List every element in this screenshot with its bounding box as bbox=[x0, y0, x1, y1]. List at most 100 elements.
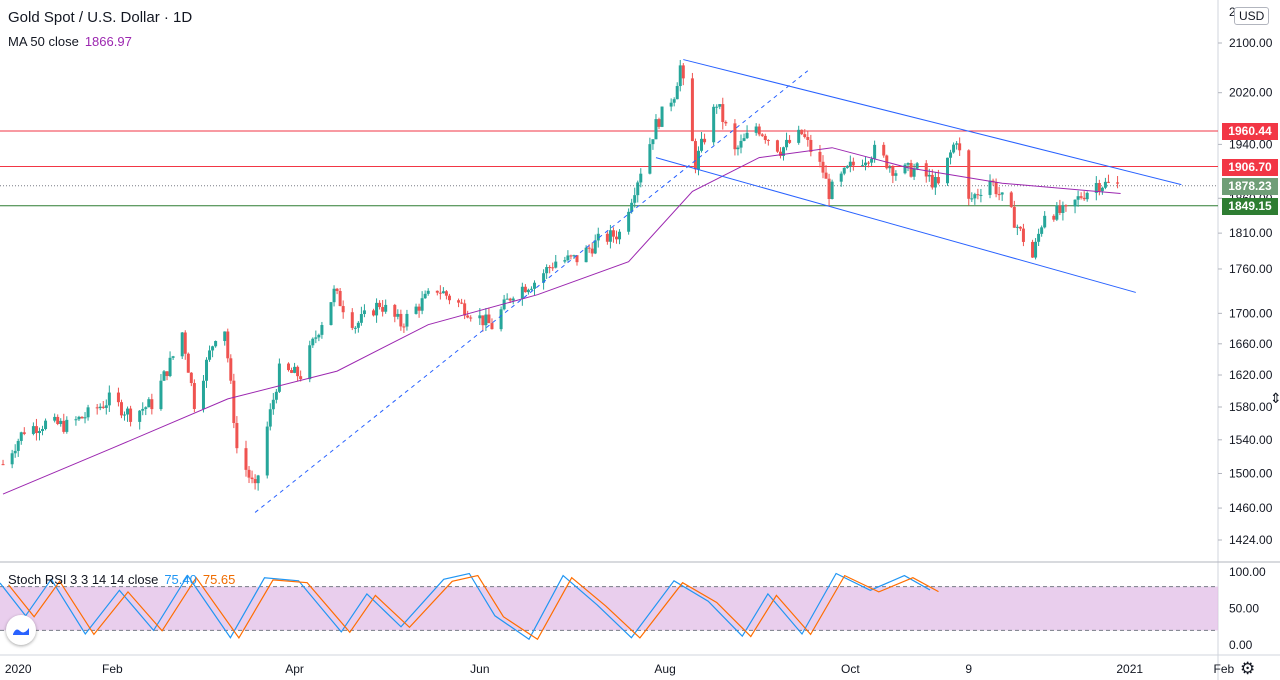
candle bbox=[232, 380, 236, 424]
candle bbox=[681, 65, 685, 79]
candle bbox=[441, 291, 445, 294]
candle bbox=[211, 346, 215, 351]
candle bbox=[287, 363, 291, 371]
candle bbox=[1100, 187, 1104, 192]
candle bbox=[293, 366, 297, 373]
candle bbox=[138, 410, 142, 422]
y-tick-label: 2020.00 bbox=[1229, 86, 1273, 100]
candle bbox=[678, 65, 682, 87]
candle bbox=[809, 139, 813, 152]
x-tick-label: Aug bbox=[654, 662, 675, 676]
candle bbox=[1040, 227, 1044, 234]
candle bbox=[754, 126, 758, 133]
candle bbox=[593, 240, 597, 254]
candle bbox=[274, 391, 278, 400]
candle bbox=[757, 126, 761, 135]
candle bbox=[967, 150, 971, 199]
y-tick-label: 1620.00 bbox=[1229, 368, 1273, 382]
candle bbox=[778, 151, 782, 156]
candle bbox=[873, 144, 877, 159]
candle bbox=[129, 408, 133, 422]
candle bbox=[532, 282, 536, 289]
candle bbox=[867, 162, 871, 164]
stoch-legend[interactable]: Stoch RSI 3 3 14 14 close 75.40 75.65 bbox=[8, 572, 235, 587]
candle bbox=[253, 479, 257, 484]
candle bbox=[147, 399, 151, 408]
candle bbox=[457, 300, 461, 303]
candle bbox=[56, 416, 60, 424]
currency-button[interactable]: USD bbox=[1234, 7, 1270, 25]
candle bbox=[41, 429, 45, 432]
candle bbox=[299, 376, 303, 380]
candle bbox=[700, 138, 704, 151]
candle bbox=[1061, 205, 1065, 213]
candle bbox=[180, 332, 184, 357]
candle bbox=[469, 317, 473, 319]
candle bbox=[1012, 206, 1016, 228]
candle bbox=[894, 173, 898, 176]
candle bbox=[988, 180, 992, 195]
gear-icon[interactable]: ⚙ bbox=[1240, 659, 1256, 678]
tradingview-logo-icon[interactable] bbox=[6, 615, 36, 645]
candle bbox=[1116, 182, 1120, 184]
candle bbox=[205, 359, 209, 381]
candle bbox=[1103, 181, 1107, 188]
candle bbox=[463, 303, 467, 316]
symbol-title[interactable]: Gold Spot / U.S. Dollar · 1D bbox=[8, 9, 193, 26]
candle bbox=[724, 121, 728, 124]
candle bbox=[864, 162, 868, 166]
candle bbox=[973, 194, 977, 199]
candle bbox=[362, 310, 366, 315]
candle bbox=[277, 363, 281, 392]
candle bbox=[1034, 241, 1038, 258]
candle bbox=[651, 139, 655, 145]
candle bbox=[1085, 192, 1089, 200]
candle bbox=[888, 166, 892, 169]
candle bbox=[584, 247, 588, 263]
candle bbox=[575, 255, 579, 263]
candle bbox=[551, 267, 555, 269]
candle bbox=[189, 372, 193, 384]
candle bbox=[329, 302, 333, 326]
candle bbox=[86, 407, 90, 418]
price-tag-1960: 1960.44 bbox=[1222, 122, 1278, 140]
candle bbox=[414, 306, 418, 314]
candle bbox=[736, 147, 740, 150]
candle bbox=[839, 173, 843, 182]
candle bbox=[970, 198, 974, 200]
stoch-k-line bbox=[0, 572, 931, 641]
y-tick-label: 2100.00 bbox=[1229, 36, 1273, 50]
candle bbox=[696, 150, 700, 170]
candle bbox=[936, 177, 940, 184]
candle bbox=[712, 106, 716, 143]
stoch-k-value: 75.40 bbox=[164, 572, 197, 587]
candle bbox=[478, 315, 482, 319]
candle bbox=[502, 299, 506, 310]
candle bbox=[775, 140, 779, 152]
candle bbox=[903, 164, 907, 174]
candle bbox=[341, 306, 345, 313]
candle bbox=[529, 288, 533, 290]
candle bbox=[566, 255, 570, 261]
candle bbox=[208, 350, 212, 360]
candle bbox=[16, 440, 20, 451]
candle bbox=[1082, 197, 1086, 200]
candle bbox=[845, 166, 849, 168]
candle bbox=[949, 152, 953, 158]
candle bbox=[590, 248, 594, 254]
stoch-d-line bbox=[8, 574, 939, 641]
candle bbox=[381, 307, 385, 312]
candle bbox=[31, 426, 35, 434]
candle bbox=[505, 298, 509, 300]
y-tick-label: 1580.00 bbox=[1229, 400, 1273, 414]
candle bbox=[924, 163, 928, 177]
candle bbox=[520, 286, 524, 299]
candle bbox=[423, 293, 427, 299]
ma-legend[interactable]: MA 50 close 1866.97 bbox=[8, 34, 132, 49]
candle bbox=[572, 255, 576, 257]
candle bbox=[785, 139, 789, 148]
x-tick-label: 2020 bbox=[5, 662, 32, 676]
candle bbox=[1073, 199, 1077, 207]
candle bbox=[627, 211, 631, 232]
